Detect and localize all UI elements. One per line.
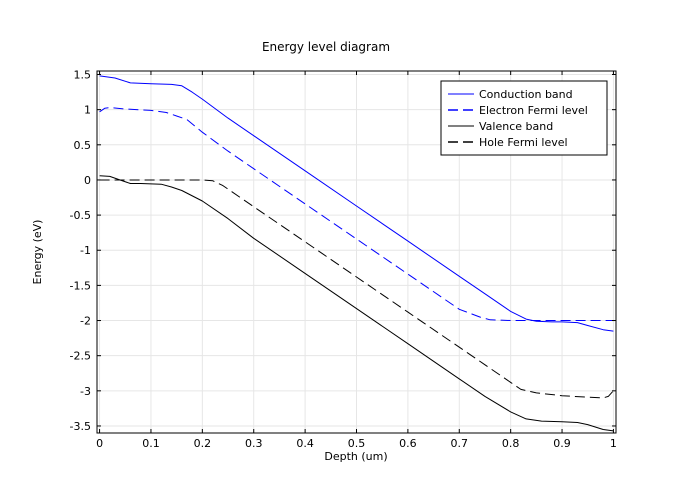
- y-tick-label: -2.5: [70, 350, 91, 363]
- legend-label: Conduction band: [479, 88, 573, 101]
- y-tick-label: 1.5: [74, 69, 92, 82]
- x-tick-label: 0.6: [399, 437, 417, 450]
- legend-label: Valence band: [479, 120, 553, 133]
- y-tick-label: -1: [80, 244, 91, 257]
- x-axis-label: Depth (um): [324, 450, 387, 463]
- series-line-electron-fermi-level: [99, 107, 614, 321]
- y-tick-label: 0.5: [74, 139, 92, 152]
- chart-title: Energy level diagram: [262, 40, 390, 54]
- series-line-valence-band: [99, 175, 614, 432]
- x-tick-label: 0.2: [194, 437, 212, 450]
- x-tick-label: 0.7: [451, 437, 469, 450]
- y-tick-label: 1: [84, 104, 91, 117]
- series-line-conduction-band: [99, 75, 614, 332]
- y-tick-label: -3: [80, 385, 91, 398]
- x-tick-label: 0.5: [348, 437, 366, 450]
- y-tick-label: -2: [80, 315, 91, 328]
- x-tick-label: 1: [610, 437, 617, 450]
- x-tick-label: 0.4: [296, 437, 314, 450]
- x-tick-label: 0.1: [142, 437, 160, 450]
- y-tick-label: -0.5: [70, 209, 91, 222]
- y-axis-label: Energy (eV): [31, 220, 44, 285]
- legend-label: Hole Fermi level: [479, 136, 568, 149]
- x-tick-label: 0.3: [245, 437, 263, 450]
- legend: Conduction band Electron Fermi level Valen…: [440, 80, 608, 156]
- x-tick-label: 0.9: [553, 437, 571, 450]
- y-tick-label: -1.5: [70, 279, 91, 292]
- legend-label: Electron Fermi level: [479, 104, 588, 117]
- y-tick-label: -3.5: [70, 420, 91, 433]
- x-tick-label: 0.8: [502, 437, 520, 450]
- axis-ticks: 0 0.1 0.2 0.3 0.4 0.5 0.6 0.7 0.8 0.9 1 1.5 1 0.5 0 -0.…: [70, 69, 617, 450]
- series-line-hole-fermi-level: [99, 179, 614, 399]
- x-tick-label: 0: [96, 437, 103, 450]
- data-series: [99, 75, 614, 432]
- y-tick-label: 0: [84, 174, 91, 187]
